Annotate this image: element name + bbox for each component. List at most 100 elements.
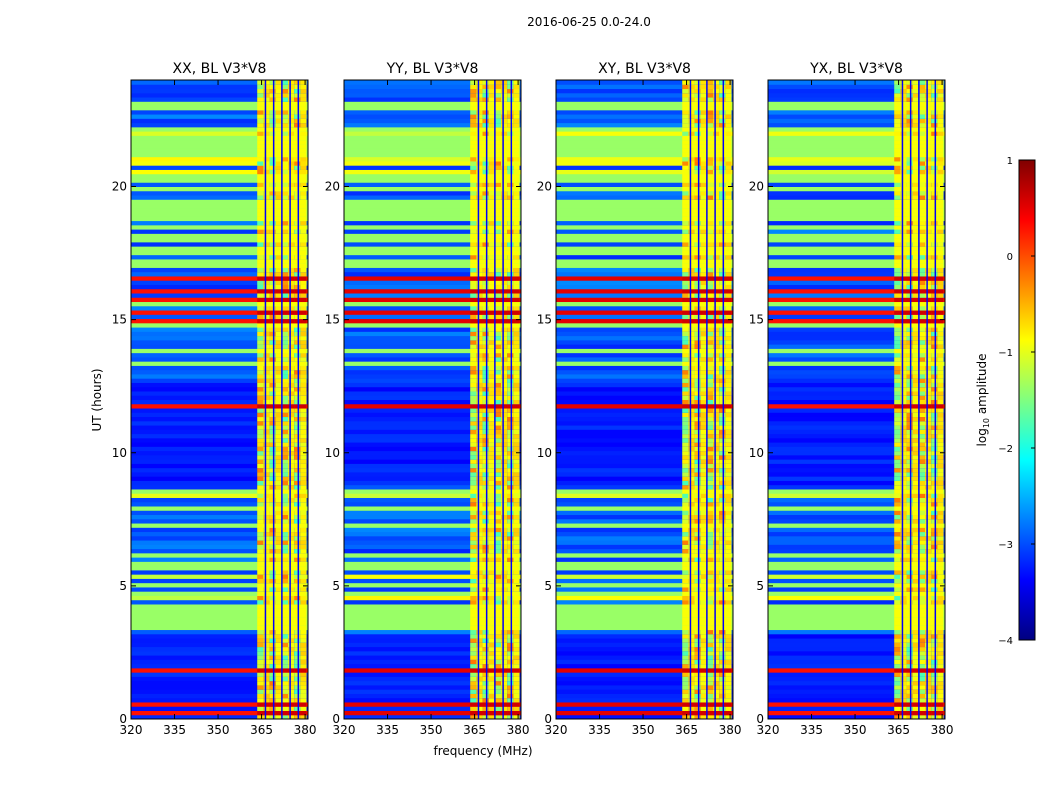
rfi-cell xyxy=(482,684,489,690)
rfi-cell xyxy=(507,569,514,575)
rfi-cell xyxy=(912,131,919,136)
spectrogram-yx xyxy=(768,80,945,719)
rfi-cell xyxy=(294,586,301,592)
rfi-cell xyxy=(257,386,264,392)
rfi-cell xyxy=(482,220,489,226)
rfi-cell xyxy=(470,527,477,533)
rfi-cell xyxy=(494,241,502,247)
rfi-cell xyxy=(257,484,264,490)
rfi-cell xyxy=(257,667,264,673)
rfi-cell xyxy=(937,288,944,294)
rfi-cell xyxy=(507,293,514,298)
rfi-cell xyxy=(900,275,907,281)
rfi-cell xyxy=(294,574,301,579)
rfi-cell xyxy=(300,293,307,298)
rfi-cell xyxy=(257,88,264,94)
rfi-cell xyxy=(275,531,282,537)
rfi-cell xyxy=(257,646,264,652)
row-cell xyxy=(344,293,521,298)
rfi-cell xyxy=(900,544,907,550)
rfi-cell xyxy=(918,271,926,277)
rfi-cell xyxy=(682,109,689,115)
row-cell xyxy=(556,399,733,405)
rfi-cell xyxy=(281,327,289,332)
rfi-cell xyxy=(488,471,495,477)
row-cell xyxy=(131,280,308,285)
rfi-cell xyxy=(507,586,514,592)
rfi-cell xyxy=(925,684,932,690)
rfi-cell xyxy=(482,382,489,388)
rfi-cell xyxy=(706,373,714,379)
rfi-cell xyxy=(507,297,514,303)
row-cell xyxy=(768,190,945,196)
y-tick-label: 0 xyxy=(119,712,127,726)
row-cell xyxy=(131,531,308,537)
row-cell xyxy=(768,84,945,90)
rfi-cell xyxy=(725,88,732,94)
rfi-cell xyxy=(682,399,689,405)
rfi-cell xyxy=(269,501,276,507)
rfi-cell xyxy=(894,689,901,694)
rfi-cell xyxy=(288,403,295,409)
rfi-cell xyxy=(925,169,932,175)
row-cell xyxy=(344,335,521,341)
rfi-cell xyxy=(706,165,714,170)
row-cell xyxy=(556,527,733,533)
rfi-cell xyxy=(257,420,264,426)
rfi-cell xyxy=(925,288,932,294)
rfi-cell xyxy=(288,408,295,413)
rfi-cell xyxy=(501,540,508,545)
rfi-cell xyxy=(513,220,520,226)
rfi-cell xyxy=(269,109,276,115)
rfi-cell xyxy=(294,650,301,656)
rfi-cell xyxy=(275,80,282,85)
row-cell xyxy=(344,284,521,290)
rfi-cell xyxy=(906,275,913,281)
row-cell xyxy=(131,599,308,605)
row-cell xyxy=(768,92,945,98)
rfi-cell xyxy=(912,118,919,124)
rfi-cell xyxy=(719,160,726,166)
rfi-cell xyxy=(912,638,919,643)
row-cell xyxy=(344,493,521,498)
row-cell xyxy=(556,701,733,707)
rfi-cell xyxy=(501,642,508,648)
rfi-cell xyxy=(488,195,495,200)
rfi-cell xyxy=(288,544,295,550)
rfi-cell xyxy=(470,569,477,575)
x-tick-label: 335 xyxy=(588,723,611,737)
rfi-cell xyxy=(937,131,944,136)
rfi-cell xyxy=(925,693,932,699)
rfi-cell xyxy=(894,471,901,477)
rfi-cell xyxy=(700,540,707,545)
rfi-cell xyxy=(513,373,520,379)
row-cell xyxy=(768,450,945,456)
rfi-cell xyxy=(275,271,282,277)
rfi-cell xyxy=(501,531,508,537)
row-cell xyxy=(131,616,308,622)
rfi-cell xyxy=(918,267,926,273)
row-cell xyxy=(768,322,945,328)
rfi-cell xyxy=(700,118,707,124)
rfi-cell xyxy=(725,578,732,584)
rfi-cell xyxy=(507,310,514,315)
rfi-cell xyxy=(488,229,495,234)
rfi-cell xyxy=(294,195,301,200)
rfi-cell xyxy=(682,335,689,341)
y-tick-label: 10 xyxy=(749,446,764,460)
row-cell xyxy=(556,143,733,149)
rfi-cell xyxy=(912,595,919,601)
rfi-cell xyxy=(894,595,901,601)
rfi-cell xyxy=(300,467,307,473)
rfi-cell xyxy=(281,305,289,311)
rfi-cell xyxy=(688,297,695,303)
rfi-cell xyxy=(269,557,276,562)
rfi-cell xyxy=(281,433,289,439)
rfi-cell xyxy=(257,373,264,379)
row-cell xyxy=(768,241,945,247)
rfi-cell xyxy=(269,331,276,337)
row-cell xyxy=(556,327,733,332)
rfi-cell xyxy=(257,284,264,290)
rfi-cell xyxy=(281,493,289,498)
rfi-cell xyxy=(269,416,276,422)
